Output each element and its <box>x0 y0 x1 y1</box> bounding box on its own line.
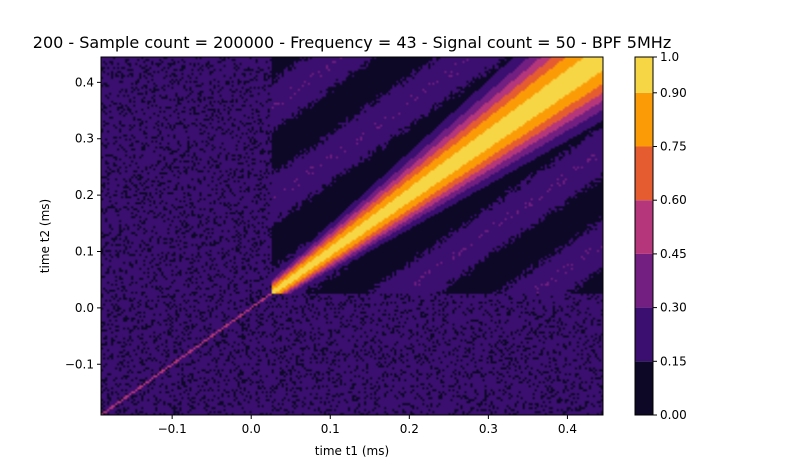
colorbar-band <box>635 146 653 201</box>
y-tick-label: 0.0 <box>75 301 94 315</box>
x-tick-label: 0.0 <box>242 422 261 436</box>
x-tick-label: −0.1 <box>158 422 187 436</box>
colorbar-tick-label: 0.15 <box>660 354 687 368</box>
colorbar-tick-label: 0.30 <box>660 301 687 315</box>
colorbar-tick-label: 0.90 <box>660 86 687 100</box>
colorbar-tick-label: 0.45 <box>660 247 687 261</box>
y-tick-label: −0.1 <box>65 357 94 371</box>
chart-title: 200 - Sample count = 200000 - Frequency … <box>33 33 671 52</box>
y-tick-label: 0.4 <box>75 75 94 89</box>
colorbar-tick-label: 0.60 <box>660 193 687 207</box>
x-tick-label: 0.1 <box>321 422 340 436</box>
colorbar-frame <box>634 56 654 416</box>
colorbar-band <box>635 253 653 308</box>
colorbar: 0.00 0.15 0.30 0.45 0.60 0.75 0.90 1.0 <box>634 50 687 422</box>
x-tick-label: 0.4 <box>558 422 577 436</box>
x-tick-label: 0.2 <box>400 422 419 436</box>
colorbar-band <box>635 200 653 254</box>
heatmap-image <box>101 57 603 415</box>
colorbar-tick-label: 1.0 <box>660 50 679 64</box>
colorbar-tick-label: 0.00 <box>660 408 687 422</box>
y-tick-label: 0.1 <box>75 245 94 259</box>
y-tick-label: 0.3 <box>75 132 94 146</box>
x-axis-label: time t1 (ms) <box>315 444 389 458</box>
plot-frame <box>100 56 604 416</box>
colorbar-tick-label: 0.75 <box>660 140 687 154</box>
y-axis: −0.1 0.0 0.1 0.2 0.3 0.4 <box>65 75 101 371</box>
y-axis-label: time t2 (ms) <box>38 199 52 273</box>
colorbar-band <box>635 307 653 362</box>
x-tick-label: 0.3 <box>479 422 498 436</box>
colorbar-band <box>635 92 653 147</box>
y-tick-label: 0.2 <box>75 188 94 202</box>
x-axis: −0.1 0.0 0.1 0.2 0.3 0.4 <box>158 415 577 436</box>
colorbar-band <box>635 57 653 93</box>
heatmap-plot-area <box>100 56 604 416</box>
colorbar-band <box>635 361 653 415</box>
